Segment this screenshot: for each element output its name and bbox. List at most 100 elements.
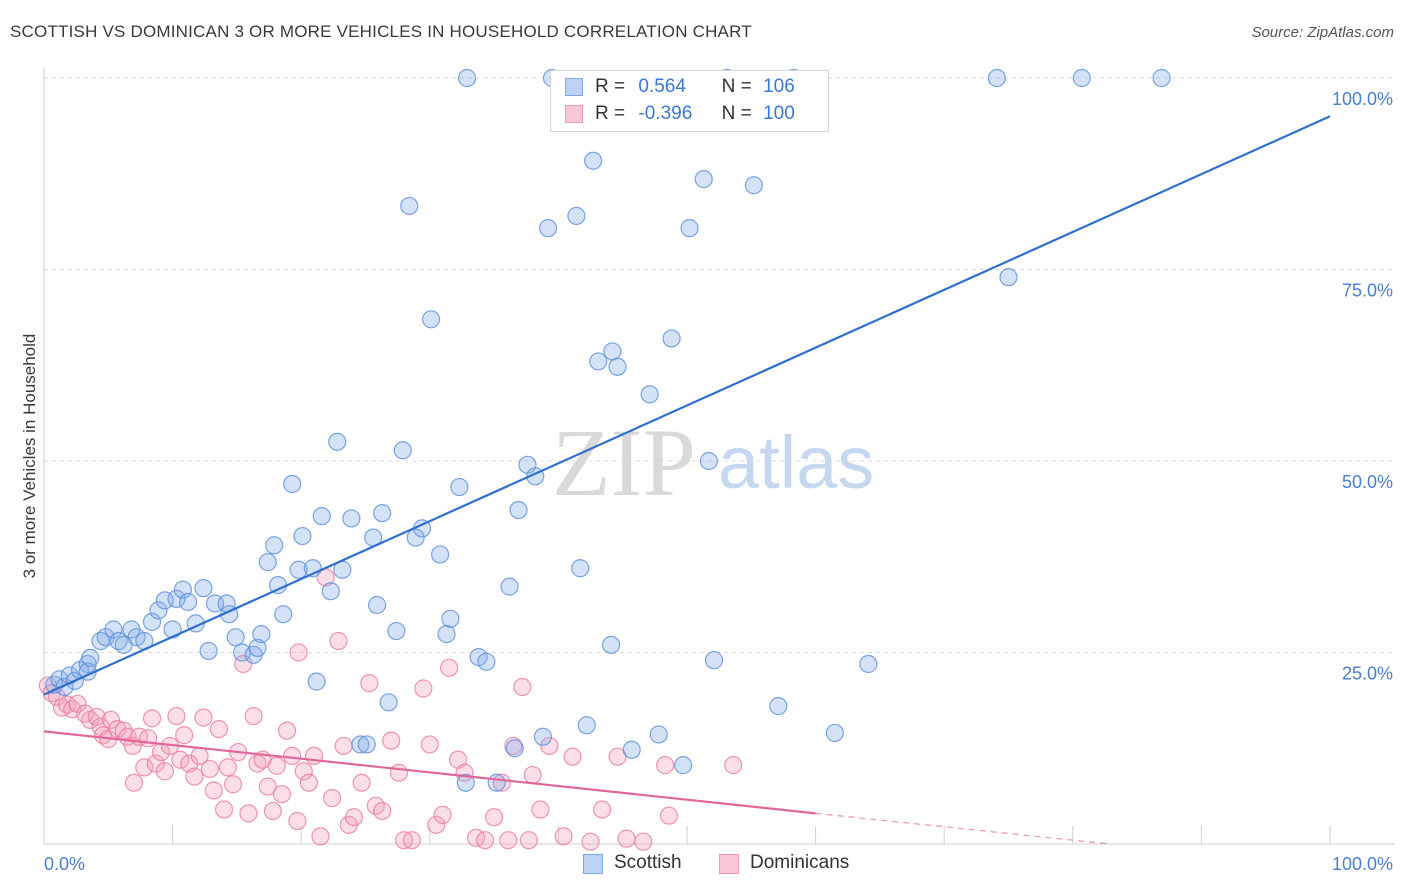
dominicans-point [389, 763, 409, 782]
scottish-point [539, 219, 558, 238]
scottish-point [699, 451, 718, 471]
scottish-point [567, 206, 586, 225]
legend-n-value: 100 [763, 103, 795, 124]
scottish-point [674, 756, 693, 775]
dominicans-point [322, 788, 342, 808]
scottish-point [387, 621, 406, 641]
dominicans-point [617, 829, 636, 848]
dominicans-point [499, 831, 518, 850]
scottish-point [342, 509, 361, 528]
chart-title: SCOTTISH VS DOMINICAN 3 OR MORE VEHICLES… [10, 22, 752, 41]
dominicans-point [299, 773, 319, 792]
scottish-point [81, 648, 100, 667]
dominicans-point [288, 811, 307, 831]
scottish-point [1072, 68, 1091, 88]
scottish-point [622, 740, 641, 759]
scottish-point [248, 638, 267, 658]
dominicans-point [244, 706, 263, 726]
scottish-point [589, 352, 608, 371]
source-label: Source: ZipAtlas.com [1251, 24, 1394, 41]
dominicans-trend-extension [815, 812, 1110, 845]
dominicans-point [554, 827, 573, 846]
dominicans-point [420, 735, 439, 754]
scottish-point [999, 268, 1018, 287]
dominicans-point [289, 643, 308, 662]
scottish-point [430, 545, 450, 564]
dominicans-point [540, 736, 559, 756]
scottish-point [373, 503, 392, 523]
dominicans-point [185, 767, 204, 786]
dominicans-point [523, 765, 542, 785]
dominicans-point [485, 808, 504, 827]
legend-text-scottish: R = 0.564 N = 106 [595, 76, 795, 98]
scottish-point [987, 68, 1007, 88]
scottish-point [450, 477, 469, 497]
scottish-point [289, 560, 308, 579]
legend-n-value: 106 [763, 76, 795, 97]
scottish-point [149, 601, 168, 620]
dominicans-point [209, 719, 228, 739]
scottish-point [602, 635, 621, 654]
dominicans-point [155, 762, 174, 781]
scottish-point [379, 693, 398, 712]
scottish-point [744, 176, 763, 195]
dominicans-point [277, 721, 297, 740]
scottish-point [662, 329, 681, 348]
legend-r-label: R = [595, 76, 626, 97]
dominicans-point [724, 756, 743, 775]
scottish-point [321, 582, 340, 601]
watermark-zip: ZIP [552, 409, 696, 516]
y-tick-label: 50.0% [1342, 472, 1393, 492]
scottish-point [307, 672, 326, 691]
scottish-point [457, 68, 477, 88]
dominicans-point [656, 756, 675, 775]
dominicans-point [204, 781, 223, 800]
dominicans-point [593, 800, 612, 819]
dominicans-point [492, 773, 511, 792]
scottish-point [406, 528, 425, 547]
scottish-point [859, 654, 878, 674]
dominicans-point [531, 800, 550, 819]
dominicans-point [142, 709, 162, 728]
dominicans-point [439, 658, 459, 677]
scottish-point [680, 219, 699, 238]
dominicans-point [402, 831, 421, 850]
dominicans-point [200, 759, 219, 779]
scottish-point [274, 605, 293, 624]
legend-r-value: -0.396 [638, 103, 693, 124]
scottish-point [328, 432, 347, 451]
scottish-point [769, 697, 788, 716]
dominicans-point [329, 631, 348, 651]
correlation-legend: R = 0.564 N = 106 R = -0.396 N = 100 [550, 70, 829, 132]
grid-lines [44, 77, 1395, 653]
scottish-point [351, 735, 370, 754]
dominicans-point [167, 706, 186, 726]
scottish-point [437, 625, 456, 644]
dominicans-point [87, 707, 106, 726]
scottish-point [226, 628, 245, 647]
scottish-point [163, 620, 182, 639]
scottish-point [1152, 68, 1171, 88]
y-tick-label: 25.0% [1342, 664, 1393, 684]
dominicans-point [352, 773, 371, 792]
scottish-point [155, 591, 174, 610]
dominicans-point [304, 746, 324, 766]
dominicans-point [344, 808, 364, 827]
dominicans-point [433, 805, 452, 824]
scottish-point [608, 357, 627, 376]
scottish-point [456, 773, 475, 792]
legend-n-label: N = [721, 103, 752, 124]
dominicans-point [135, 758, 154, 777]
legend-n-label: N = [721, 76, 752, 97]
axes [43, 68, 1395, 845]
dominicans-point [563, 747, 582, 766]
scottish-point [825, 723, 844, 743]
dominicans-point [108, 719, 127, 739]
scottish-point [577, 716, 596, 735]
scottish-point [571, 559, 590, 578]
scottish-point [649, 725, 668, 744]
scottish-trend-line [43, 115, 1331, 696]
legend-text-dominicans: R = -0.396 N = 100 [595, 103, 795, 125]
legend-swatch-dominicans [565, 105, 583, 123]
